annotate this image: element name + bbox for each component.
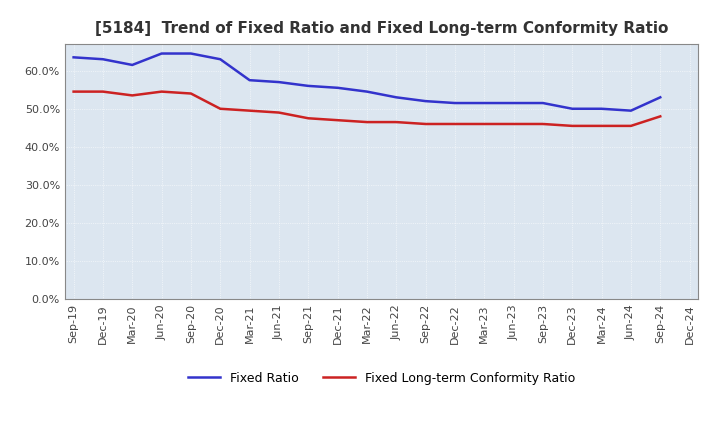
Fixed Long-term Conformity Ratio — [186, 91, 195, 96]
Fixed Ratio — [509, 100, 518, 106]
Fixed Long-term Conformity Ratio — [451, 121, 459, 127]
Fixed Ratio — [480, 100, 489, 106]
Fixed Long-term Conformity Ratio — [656, 114, 665, 119]
Fixed Ratio — [216, 57, 225, 62]
Fixed Long-term Conformity Ratio — [274, 110, 283, 115]
Fixed Ratio — [392, 95, 400, 100]
Fixed Ratio — [363, 89, 372, 94]
Fixed Ratio — [568, 106, 577, 111]
Fixed Long-term Conformity Ratio — [626, 123, 635, 128]
Fixed Ratio — [69, 55, 78, 60]
Fixed Ratio — [656, 95, 665, 100]
Fixed Long-term Conformity Ratio — [333, 117, 342, 123]
Fixed Long-term Conformity Ratio — [99, 89, 107, 94]
Fixed Ratio — [539, 100, 547, 106]
Fixed Ratio — [157, 51, 166, 56]
Fixed Ratio — [246, 77, 254, 83]
Fixed Long-term Conformity Ratio — [421, 121, 430, 127]
Fixed Long-term Conformity Ratio — [246, 108, 254, 113]
Line: Fixed Ratio: Fixed Ratio — [73, 54, 660, 110]
Fixed Long-term Conformity Ratio — [392, 119, 400, 125]
Fixed Long-term Conformity Ratio — [598, 123, 606, 128]
Fixed Ratio — [626, 108, 635, 113]
Fixed Long-term Conformity Ratio — [304, 116, 312, 121]
Title: [5184]  Trend of Fixed Ratio and Fixed Long-term Conformity Ratio: [5184] Trend of Fixed Ratio and Fixed Lo… — [95, 21, 668, 36]
Fixed Long-term Conformity Ratio — [363, 119, 372, 125]
Fixed Long-term Conformity Ratio — [568, 123, 577, 128]
Fixed Ratio — [421, 99, 430, 104]
Fixed Ratio — [274, 80, 283, 85]
Fixed Long-term Conformity Ratio — [128, 93, 137, 98]
Fixed Ratio — [304, 83, 312, 88]
Fixed Long-term Conformity Ratio — [539, 121, 547, 127]
Fixed Long-term Conformity Ratio — [157, 89, 166, 94]
Legend: Fixed Ratio, Fixed Long-term Conformity Ratio: Fixed Ratio, Fixed Long-term Conformity … — [184, 367, 580, 390]
Fixed Ratio — [99, 57, 107, 62]
Fixed Long-term Conformity Ratio — [480, 121, 489, 127]
Line: Fixed Long-term Conformity Ratio: Fixed Long-term Conformity Ratio — [73, 92, 660, 126]
Fixed Ratio — [186, 51, 195, 56]
Fixed Ratio — [598, 106, 606, 111]
Fixed Ratio — [128, 62, 137, 68]
Fixed Ratio — [451, 100, 459, 106]
Fixed Long-term Conformity Ratio — [216, 106, 225, 111]
Fixed Long-term Conformity Ratio — [69, 89, 78, 94]
Fixed Ratio — [333, 85, 342, 91]
Fixed Long-term Conformity Ratio — [509, 121, 518, 127]
